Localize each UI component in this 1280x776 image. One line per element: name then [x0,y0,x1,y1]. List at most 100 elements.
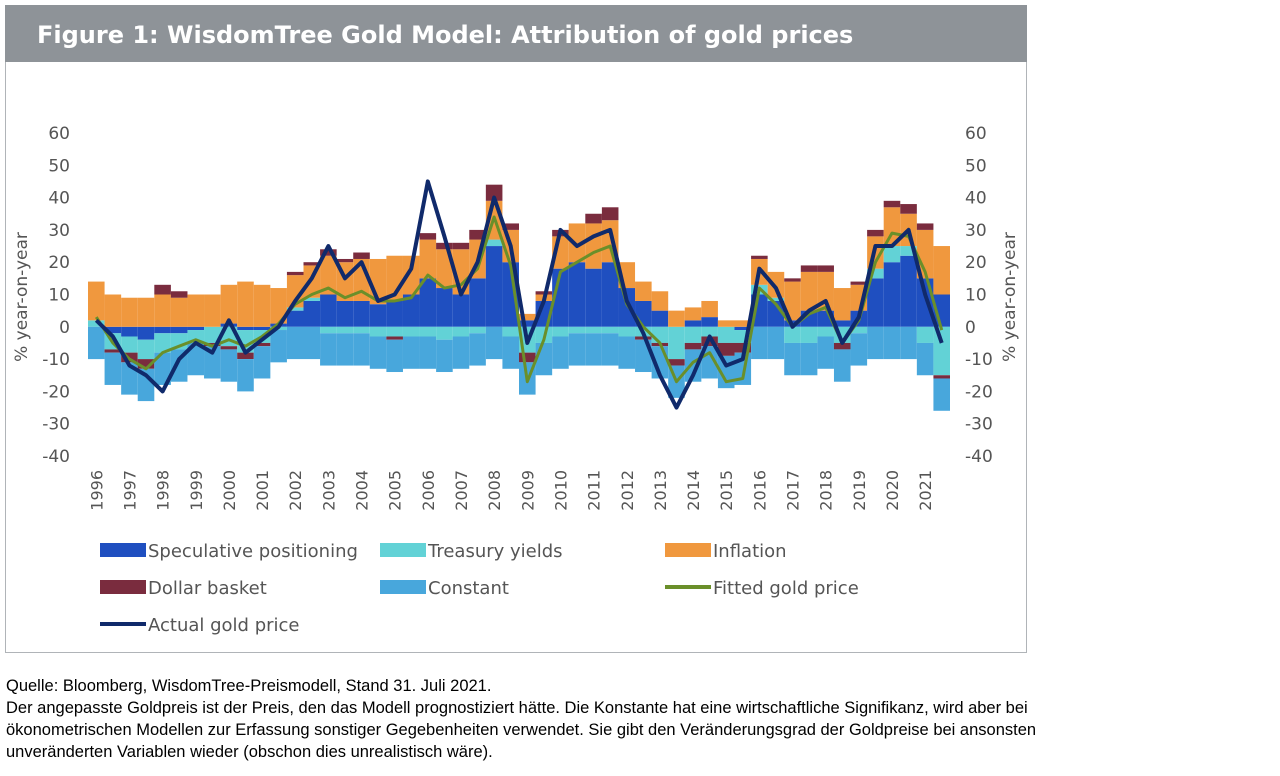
bar [336,300,354,327]
bar [137,326,155,340]
bar [270,288,287,324]
bar [867,229,884,237]
bar [270,330,287,363]
bar [585,326,602,334]
bar [817,336,834,369]
bar [933,326,950,376]
legend-swatch [100,580,146,594]
bar [452,294,470,327]
bar [386,300,403,327]
x-tick-label: 2020 [883,470,902,511]
bar [535,342,553,376]
bar [684,326,702,343]
bar [436,339,453,373]
bar [154,326,171,334]
note-line: unveränderten Variablen wieder (obschon … [6,743,493,761]
y-tick-label: 10 [48,286,70,306]
x-tick-label: 1999 [187,470,206,511]
bar [320,255,337,295]
bar [485,246,503,327]
bar [502,326,519,337]
legend-label: Dollar basket [148,578,267,599]
bar [618,288,636,327]
bar [88,320,105,327]
bar [104,352,122,385]
bar [187,342,205,376]
bar [353,333,370,366]
title-bar [5,5,1027,62]
bar [353,252,370,259]
bar [767,297,785,301]
bar [601,262,619,327]
bar [701,326,718,337]
bar [469,326,486,334]
legend-label: Treasury yields [427,541,563,562]
bar [237,326,254,331]
bar [419,336,437,369]
bar [833,349,851,382]
chart-title: Figure 1: WisdomTree Gold Model: Attribu… [37,21,853,49]
y2-tick-label: 10 [965,286,987,306]
bar [552,336,569,369]
bar [817,326,834,337]
bar [187,326,205,331]
bar [519,313,536,321]
bar [88,326,105,360]
bar [850,326,868,334]
bar [469,278,486,327]
bar [734,326,752,331]
x-tick-label: 2007 [452,470,471,511]
bar [436,288,453,327]
y2-axis-label: % year-on-year [1000,232,1020,362]
bar [867,278,884,327]
bar [336,326,354,334]
bar [121,297,138,327]
bar [452,242,470,250]
bar [568,262,586,327]
y-tick-label: 40 [48,189,70,209]
bar [104,294,122,327]
bar [502,336,519,369]
bar [717,326,735,343]
bar [386,336,403,340]
y2-tick-label: -20 [965,382,993,402]
bar [900,255,917,327]
bar [204,342,221,347]
bar [568,333,586,366]
x-tick-label: 2019 [850,470,869,511]
y2-tick-label: -10 [965,350,993,370]
x-tick-label: 2001 [253,470,272,511]
bar [386,339,403,373]
y2-tick-label: 30 [965,221,987,241]
bar [916,223,934,230]
bar [220,346,238,350]
bar [800,326,818,343]
x-tick-label: 1997 [120,470,139,511]
bar [137,297,155,327]
bar [452,326,470,337]
bar [452,336,470,369]
bar [137,339,155,360]
note-line: Quelle: Bloomberg, WisdomTree-Preismodel… [6,677,492,695]
x-tick-label: 2002 [286,470,305,511]
y-tick-label: 50 [48,156,70,176]
bar [734,320,752,327]
legend-label: Constant [428,578,509,599]
bar [668,310,685,327]
bar [585,333,602,366]
bar [121,362,138,395]
bar [817,265,834,272]
bar [651,326,669,343]
x-tick-label: 2017 [784,470,803,511]
legend-swatch [665,543,711,557]
bar [187,330,205,343]
y2-tick-label: 50 [965,156,987,176]
bar [618,336,636,369]
bar [684,307,702,321]
x-tick-label: 1996 [87,470,106,511]
x-tick-label: 2009 [518,470,537,511]
x-tick-label: 2005 [386,470,405,511]
bar [204,294,221,327]
y-tick-label: -10 [42,350,70,370]
